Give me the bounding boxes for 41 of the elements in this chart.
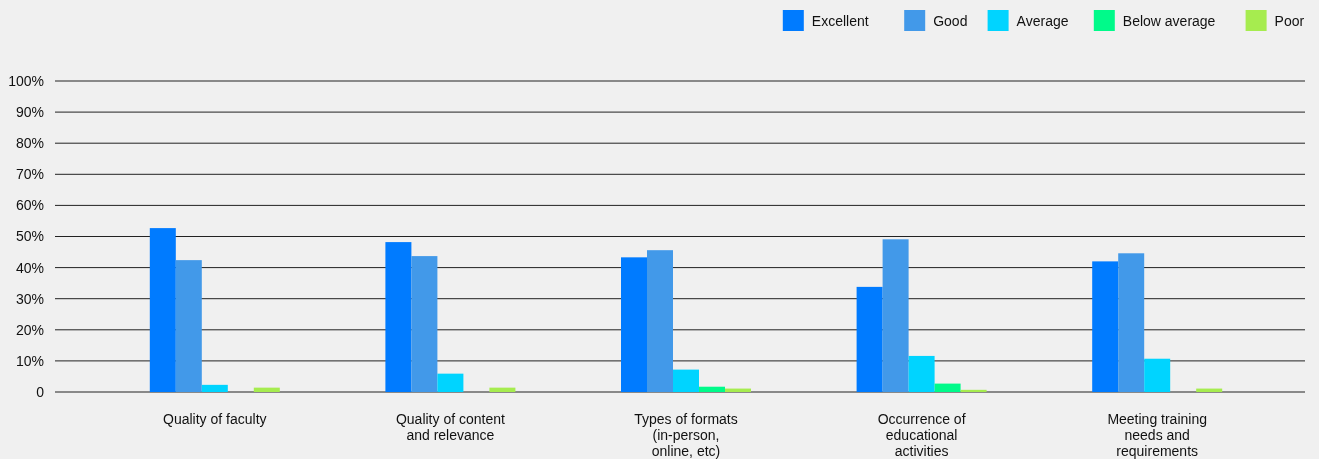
bar — [489, 387, 516, 392]
bar — [201, 384, 228, 392]
legend-label: Average — [1016, 12, 1069, 29]
bar — [1118, 253, 1145, 392]
bar — [856, 286, 883, 392]
y-tick-label: 20% — [15, 321, 44, 338]
bar — [1144, 358, 1171, 392]
bar — [385, 242, 412, 392]
y-tick-label: 0 — [36, 383, 45, 400]
x-tick-label: Meeting training needs and requirements — [1107, 411, 1208, 459]
bar — [411, 256, 438, 392]
y-tick-label: 100% — [8, 72, 44, 89]
bar — [253, 387, 280, 392]
bar — [908, 355, 935, 392]
bar — [673, 369, 699, 392]
bar — [437, 373, 464, 392]
x-tick-label: Occurrence of educational activities — [877, 411, 966, 459]
bar — [175, 260, 202, 392]
bar — [699, 386, 725, 392]
y-tick-label: 60% — [15, 197, 44, 214]
bar — [934, 383, 961, 392]
bar — [149, 228, 176, 392]
y-tick-label: 30% — [15, 290, 44, 307]
legend-label: Below average — [1122, 12, 1216, 29]
bar — [1092, 261, 1119, 392]
y-tick-label: 70% — [15, 166, 44, 183]
y-tick-label: 10% — [15, 352, 44, 369]
x-tick-label: Quality of faculty — [163, 411, 267, 427]
bar — [621, 257, 647, 392]
legend-label: Excellent — [811, 12, 869, 29]
bar — [647, 250, 673, 392]
y-tick-label: 90% — [15, 104, 44, 120]
y-tick-label: 50% — [15, 228, 44, 245]
bar — [882, 239, 909, 392]
x-tick-label: Types of formats (in-person, online, etc) — [634, 411, 738, 459]
x-tick-label: Quality of content and relevance — [395, 411, 505, 443]
y-tick-label: 40% — [15, 259, 44, 276]
legend-label: Good — [933, 12, 968, 29]
bar — [960, 389, 987, 392]
y-tick-label: 80% — [15, 135, 44, 152]
legend-label: Poor — [1274, 12, 1305, 29]
